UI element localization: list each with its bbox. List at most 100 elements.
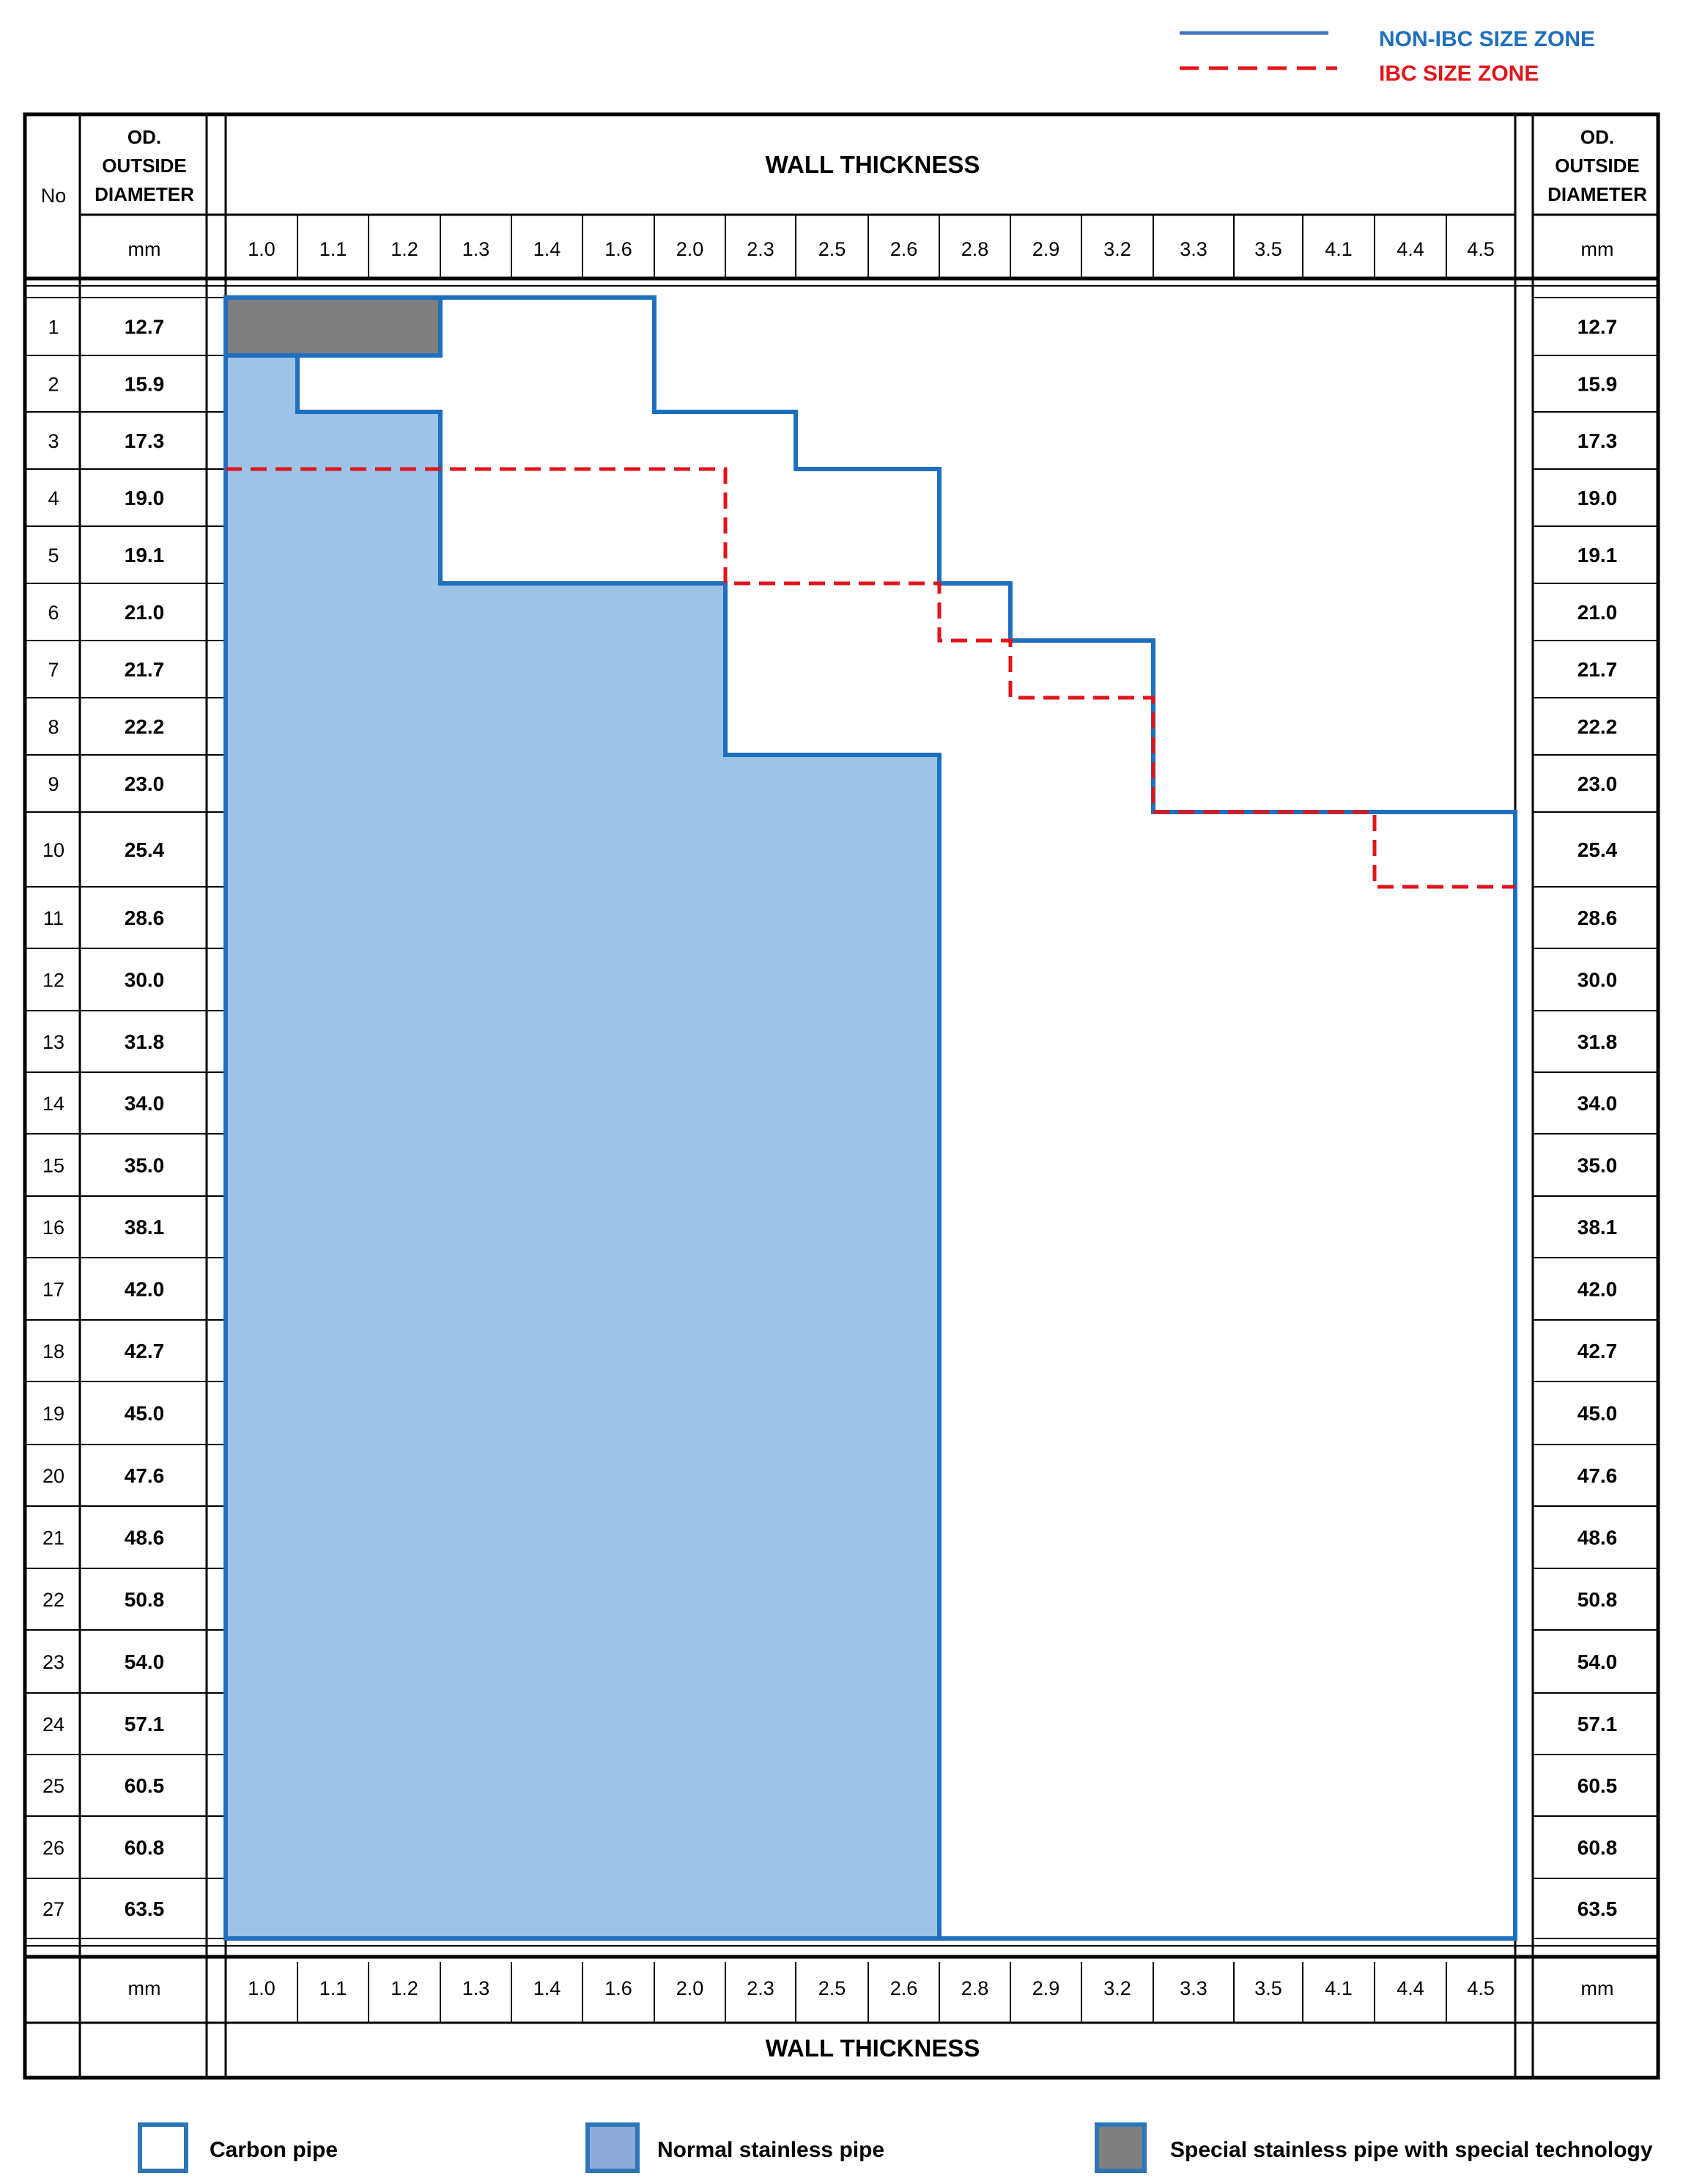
row-od-right: 34.0 <box>1577 1092 1618 1115</box>
wall-thickness-label-top: 1.3 <box>462 238 490 260</box>
row-od-right: 54.0 <box>1577 1650 1618 1673</box>
row-number: 7 <box>48 659 59 681</box>
wall-thickness-label-top: 2.9 <box>1032 238 1060 260</box>
row-number: 23 <box>42 1651 64 1673</box>
row-number: 6 <box>48 602 59 624</box>
carbon-pipe-label: Carbon pipe <box>210 2138 338 2162</box>
row-number: 19 <box>42 1403 64 1425</box>
carbon-pipe-swatch <box>138 2122 188 2173</box>
row-number: 4 <box>48 487 59 509</box>
wall-thickness-label-bottom: 2.3 <box>747 1977 774 1999</box>
od-header-line-2: OUTSIDE <box>102 155 187 177</box>
row-od-left: 22.2 <box>125 715 165 738</box>
row-number: 27 <box>42 1898 64 1920</box>
wall-thickness-label-bottom: 2.5 <box>818 1977 846 1999</box>
row-od-right: 35.0 <box>1577 1154 1618 1177</box>
no-header: No <box>41 185 67 207</box>
row-od-right: 23.0 <box>1577 772 1618 795</box>
wall-thickness-label-bottom: 1.0 <box>248 1977 275 1999</box>
row-number: 22 <box>42 1589 64 1611</box>
row-od-right: 21.7 <box>1577 658 1618 681</box>
row-number: 25 <box>42 1775 64 1797</box>
row-od-right: 17.3 <box>1577 429 1618 452</box>
row-od-right: 19.1 <box>1577 544 1618 567</box>
special-stainless-zone <box>223 295 443 358</box>
row-od-right: 12.7 <box>1577 316 1618 339</box>
row-od-right: 21.0 <box>1577 601 1618 624</box>
wall-thickness-label-top: 3.5 <box>1254 238 1282 260</box>
normal-stainless-label: Normal stainless pipe <box>657 2138 884 2162</box>
wall-thickness-label-bottom: 2.6 <box>890 1977 918 1999</box>
od-header-right-line-2: OUTSIDE <box>1555 155 1640 177</box>
wall-thickness-label-top: 2.3 <box>747 238 774 260</box>
row-od-right: 31.8 <box>1577 1030 1618 1053</box>
row-number: 11 <box>43 907 64 929</box>
table-header: No OD. OUTSIDE DIAMETER OD. OUTSIDE DIAM… <box>41 126 1647 2062</box>
wall-thickness-label-top: 1.0 <box>248 238 275 260</box>
row-number: 2 <box>48 374 59 396</box>
row-od-left: 25.4 <box>125 838 165 861</box>
row-od-left: 60.5 <box>125 1774 165 1797</box>
wall-thickness-label-bottom: 4.5 <box>1467 1977 1495 1999</box>
row-od-left: 15.9 <box>125 373 165 396</box>
row-od-left: 54.0 <box>125 1650 165 1673</box>
wall-thickness-label-top: 4.4 <box>1397 238 1424 260</box>
unit-label-top-right: mm <box>1581 238 1614 260</box>
row-od-right: 22.2 <box>1577 715 1618 738</box>
wall-thickness-label-top: 2.0 <box>676 238 704 260</box>
row-od-right: 60.8 <box>1577 1837 1618 1859</box>
row-number: 15 <box>42 1155 64 1177</box>
row-number: 20 <box>42 1465 64 1487</box>
row-od-right: 48.6 <box>1577 1527 1618 1549</box>
row-od-left: 28.6 <box>125 907 165 929</box>
row-od-right: 19.0 <box>1577 487 1618 509</box>
row-od-right: 30.0 <box>1577 969 1618 992</box>
row-number: 13 <box>42 1031 64 1053</box>
wall-thickness-label-bottom: 1.2 <box>391 1977 418 1999</box>
row-od-right: 42.7 <box>1577 1340 1618 1362</box>
row-number: 1 <box>48 317 59 339</box>
wall-thickness-label-top: 1.1 <box>319 238 347 260</box>
row-number: 9 <box>48 773 59 795</box>
wall-thickness-label-bottom: 3.5 <box>1254 1977 1282 1999</box>
row-od-left: 63.5 <box>125 1897 165 1920</box>
wall-thickness-title-top: WALL THICKNESS <box>766 151 980 178</box>
row-number: 8 <box>48 716 59 738</box>
wall-thickness-label-bottom: 1.6 <box>604 1977 632 1999</box>
row-number: 10 <box>42 839 64 861</box>
row-od-left: 60.8 <box>125 1837 165 1859</box>
wall-thickness-label-top: 1.6 <box>604 238 632 260</box>
row-labels: 1 12.7 12.7 2 15.9 15.9 3 17.3 17.3 4 19.0 19.0 5 19.… <box>42 316 1618 1921</box>
row-od-left: 45.0 <box>125 1402 165 1425</box>
wall-thickness-labels: 1.0 1.0 1.1 1.1 1.2 1.2 1.3 1.3 1.4 1.4 1.6 1.6 2.0 2… <box>248 238 1495 1999</box>
row-od-left: 21.7 <box>125 658 165 681</box>
row-number: 5 <box>48 545 59 567</box>
wall-thickness-title-bottom: WALL THICKNESS <box>766 2034 980 2062</box>
ibc-zone-line <box>226 467 1515 889</box>
row-number: 18 <box>42 1340 64 1362</box>
wall-thickness-label-bottom: 2.9 <box>1032 1977 1060 1999</box>
row-od-left: 34.0 <box>125 1092 165 1115</box>
wall-thickness-label-bottom: 3.2 <box>1103 1977 1131 1999</box>
wall-thickness-label-bottom: 4.4 <box>1397 1977 1424 1999</box>
non-ibc-zone-outline <box>223 295 1517 1941</box>
row-number: 21 <box>42 1527 64 1549</box>
row-od-right: 60.5 <box>1577 1774 1618 1797</box>
row-number: 24 <box>42 1713 64 1735</box>
row-number: 26 <box>42 1837 64 1859</box>
wall-thickness-label-bottom: 3.3 <box>1180 1977 1207 1999</box>
wall-thickness-label-top: 2.8 <box>961 238 989 260</box>
od-header-line-1: OD. <box>127 126 161 148</box>
od-header-line-3: DIAMETER <box>95 183 194 205</box>
row-od-left: 42.7 <box>125 1340 165 1362</box>
wall-thickness-label-bottom: 1.3 <box>462 1977 490 1999</box>
wall-thickness-label-top: 1.4 <box>533 238 561 260</box>
row-od-left: 19.1 <box>125 544 165 567</box>
row-od-left: 31.8 <box>125 1030 165 1053</box>
pipe-zones <box>223 295 1517 1941</box>
wall-thickness-label-top: 2.5 <box>818 238 846 260</box>
row-od-left: 35.0 <box>125 1154 165 1177</box>
row-number: 14 <box>42 1093 64 1115</box>
row-number: 12 <box>42 970 64 992</box>
